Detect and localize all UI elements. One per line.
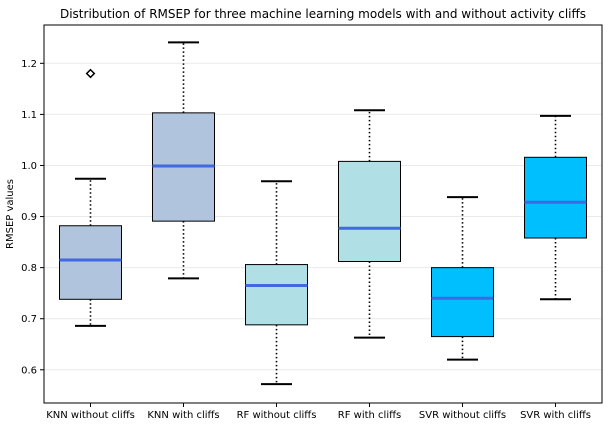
x-tick-label-4: SVR without cliffs — [419, 410, 506, 421]
y-axis: 0.6 0.7 0.8 0.9 1.0 1.1 1.2 — [21, 59, 44, 376]
y-tick-label-6: 1.2 — [21, 59, 37, 70]
grid-lines — [44, 62, 602, 371]
y-tick-label-3: 0.9 — [21, 212, 37, 223]
x-tick-label-5: SVR with cliffs — [520, 410, 591, 421]
x-tick-label-2: RF without cliffs — [237, 410, 317, 421]
x-tick-label-1: KNN with cliffs — [147, 410, 219, 421]
box-series — [59, 41, 587, 386]
y-tick-label-1: 0.7 — [21, 314, 37, 325]
box-group-2 — [245, 180, 308, 386]
y-tick-label-4: 1.0 — [21, 161, 37, 172]
x-tick-label-3: RF with cliffs — [338, 410, 401, 421]
box-iqr — [524, 156, 587, 239]
outlier-point-0 — [85, 68, 96, 79]
box-group-0 — [59, 68, 122, 327]
box-iqr — [59, 225, 122, 300]
box-iqr — [338, 160, 401, 263]
box-group-1 — [152, 41, 215, 280]
y-axis-title: RMSEP values — [5, 179, 16, 249]
box-group-4 — [431, 196, 494, 361]
y-tick-label-2: 0.8 — [21, 263, 37, 274]
box-group-5 — [524, 114, 587, 301]
x-axis: KNN without cliffs KNN with cliffs RF with… — [46, 403, 591, 421]
chart-title: Distribution of RMSEP for three machine … — [60, 7, 586, 21]
x-tick-label-0: KNN without cliffs — [46, 410, 135, 421]
plot-frame — [43, 24, 603, 404]
y-tick-label-0: 0.6 — [21, 365, 37, 376]
box-group-3 — [338, 109, 401, 339]
y-tick-label-5: 1.1 — [21, 110, 37, 121]
box-iqr — [431, 267, 494, 338]
box-iqr — [245, 264, 308, 326]
